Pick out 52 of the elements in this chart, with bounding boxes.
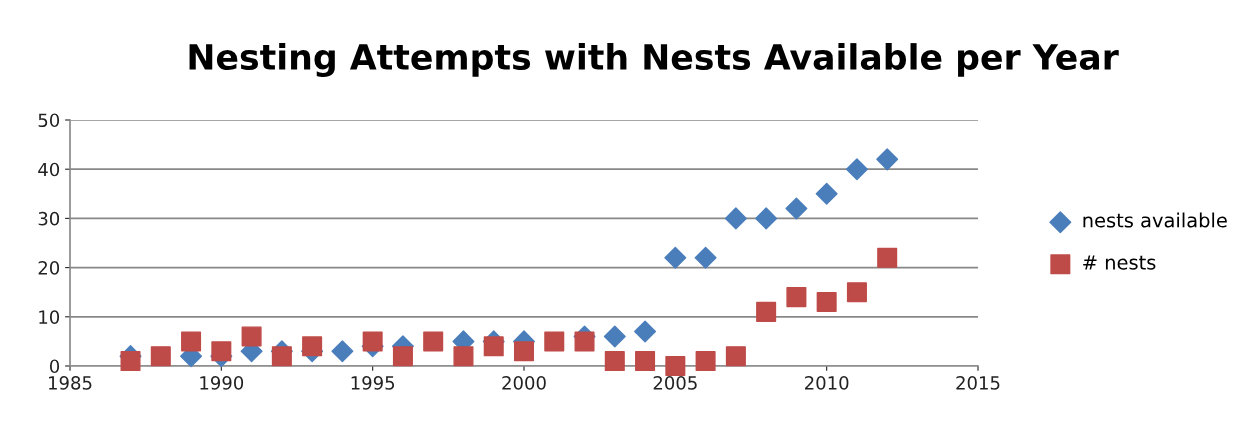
- y-tick-label: 10: [39, 310, 60, 324]
- point: [574, 331, 595, 352]
- point: [786, 287, 807, 308]
- x-tick-label: 2005: [653, 376, 697, 390]
- x-tick-label: 1995: [351, 376, 395, 390]
- legend-label: # nests: [1083, 255, 1156, 270]
- y-tick-label: 20: [38, 261, 60, 275]
- point: [785, 197, 808, 220]
- x-tick-label: 2010: [805, 376, 849, 390]
- point: [483, 336, 504, 357]
- point: [603, 325, 626, 348]
- point: [665, 355, 686, 377]
- point: [695, 351, 716, 372]
- x-tick-label: 2015: [956, 376, 1000, 390]
- point: [423, 331, 444, 352]
- point: [876, 148, 899, 171]
- point: [392, 346, 413, 367]
- x-tick-label: 1985: [49, 376, 92, 390]
- y-tick-label: 30: [38, 211, 60, 226]
- point: [544, 331, 565, 352]
- point: [120, 351, 141, 372]
- point: [271, 346, 292, 367]
- point: [635, 351, 656, 372]
- y-tick-label: 40: [38, 162, 60, 177]
- y-tick-label: 50: [38, 113, 60, 128]
- x-tick-label: 2000: [502, 376, 546, 390]
- point: [846, 282, 867, 303]
- point: [815, 182, 838, 205]
- point: [816, 292, 837, 313]
- point: [513, 341, 535, 362]
- point: [362, 331, 383, 352]
- point: [241, 326, 262, 347]
- chart-title: Nesting Attempts with Nests Available per Year: [189, 43, 1119, 77]
- point: [302, 336, 323, 357]
- point: [453, 346, 474, 367]
- point: [756, 301, 777, 322]
- point: [694, 246, 717, 269]
- point: [664, 246, 687, 269]
- point: [845, 158, 868, 181]
- point: [634, 320, 657, 343]
- point: [150, 346, 171, 367]
- point: [724, 207, 747, 230]
- point: [331, 340, 354, 363]
- legend-label: nests available: [1083, 212, 1227, 228]
- point: [755, 207, 778, 230]
- point: [604, 351, 625, 372]
- point: [211, 341, 232, 362]
- point: [181, 331, 202, 352]
- y-tick-label: 0: [49, 359, 60, 374]
- point: [877, 247, 898, 268]
- point: [725, 346, 746, 367]
- x-tick-label: 1990: [200, 376, 244, 390]
